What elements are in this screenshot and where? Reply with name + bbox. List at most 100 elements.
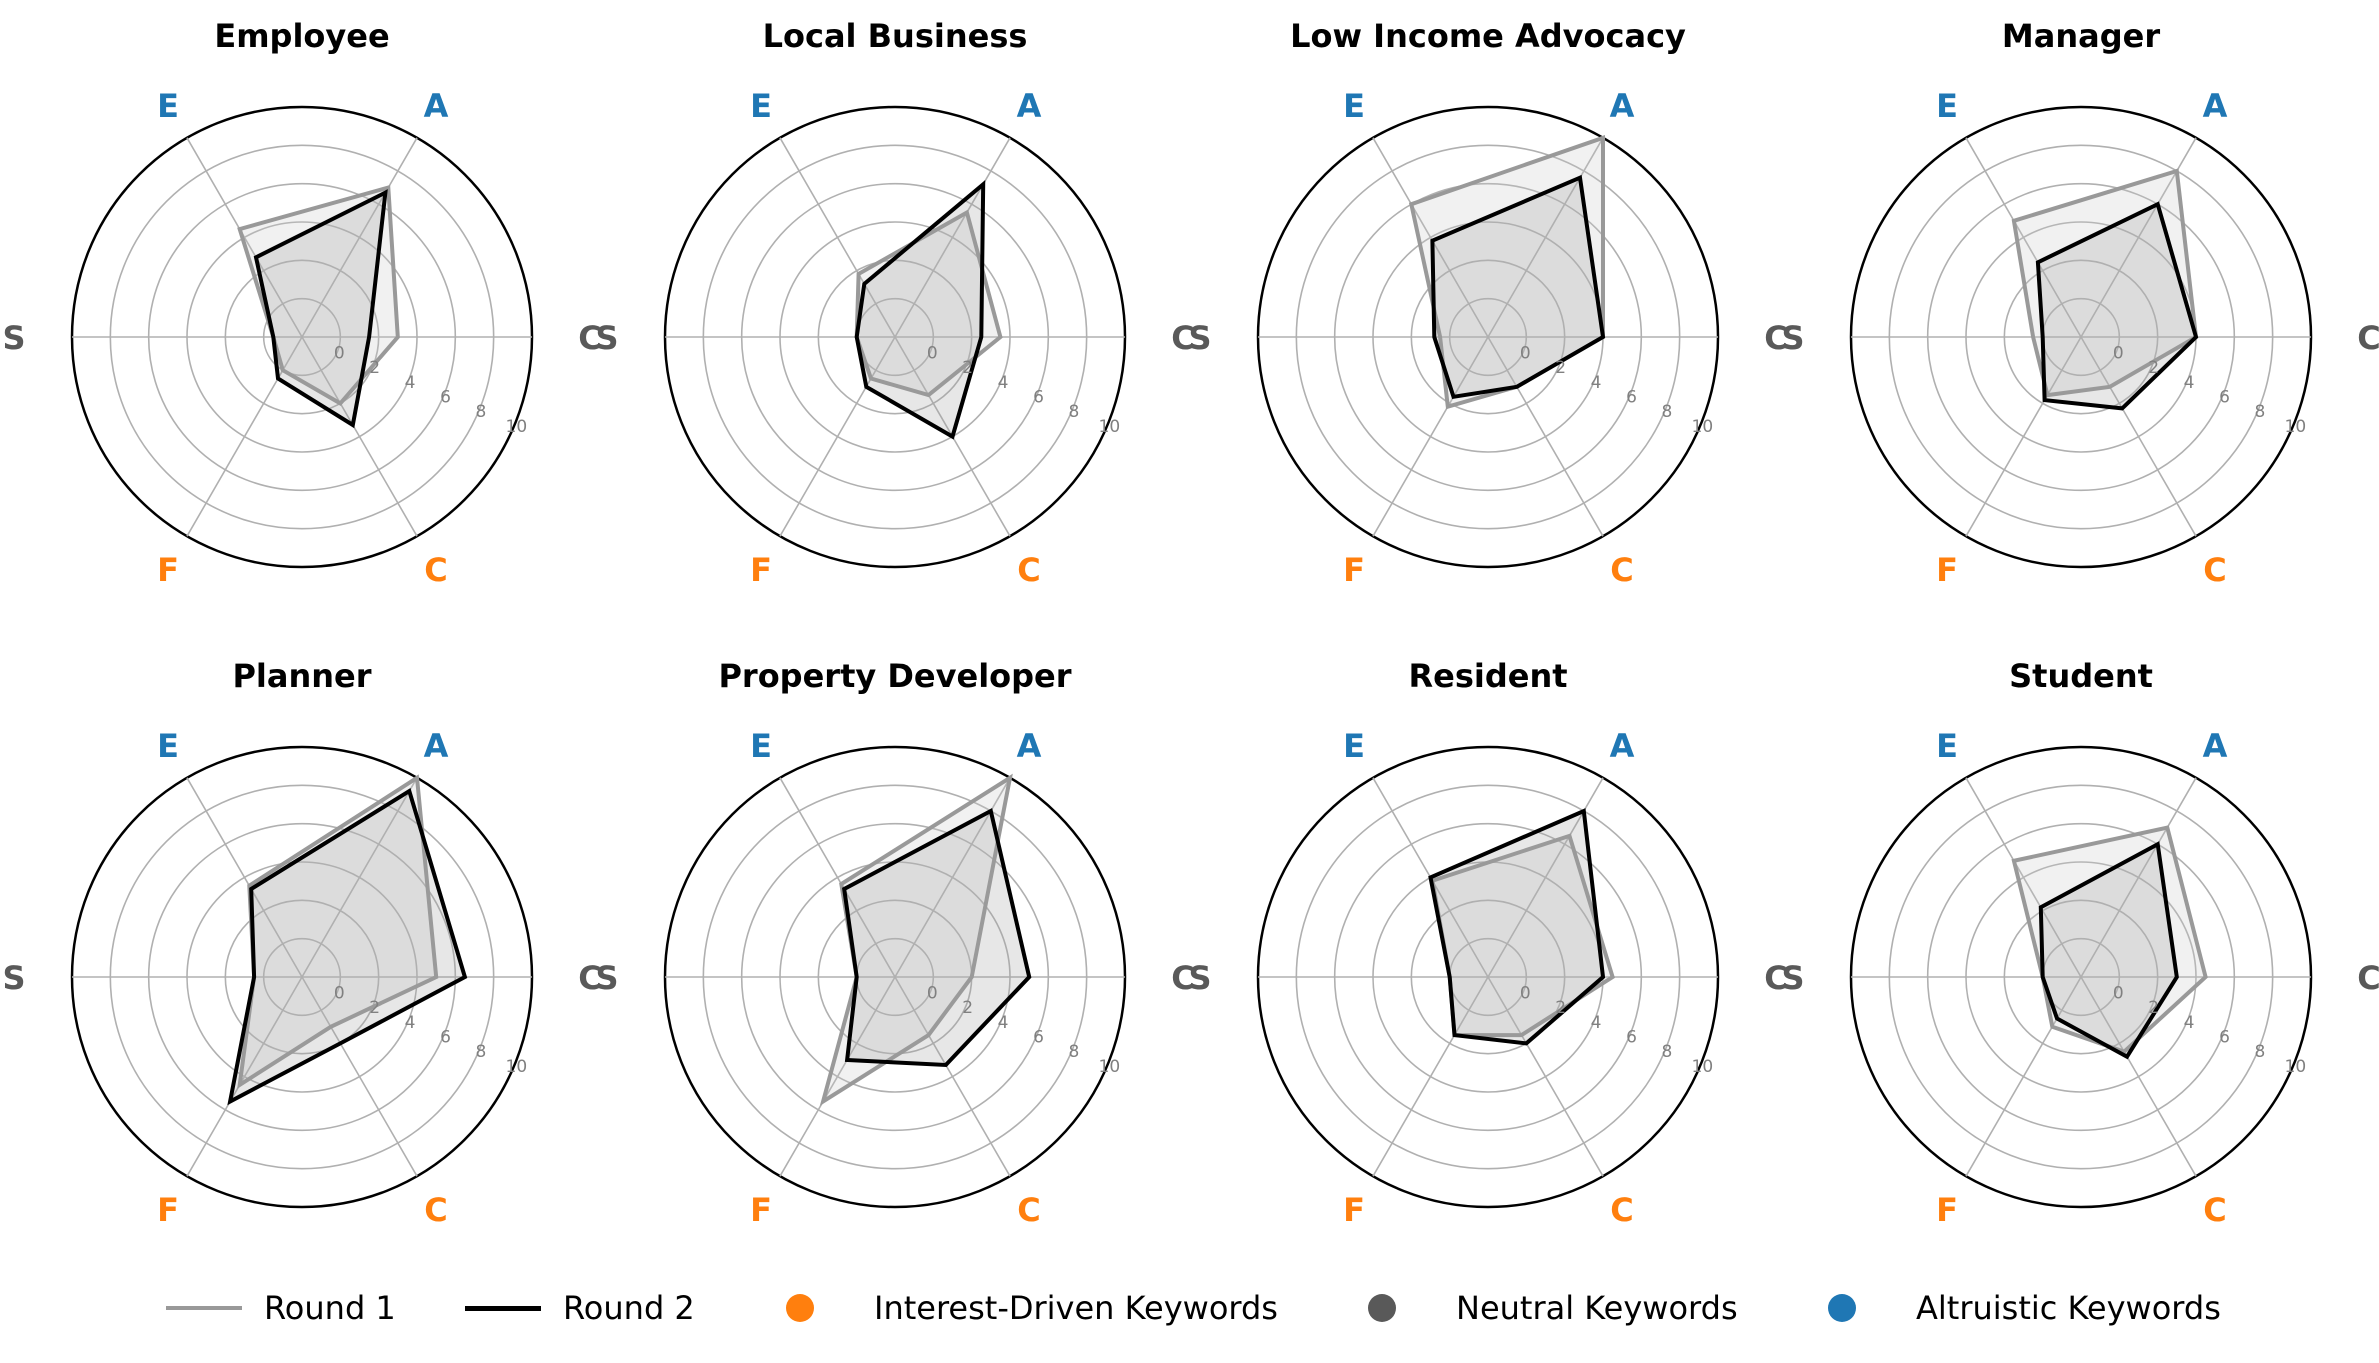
- radar-panel: 0 2 4 6 8 10 C A E S F C Employee: [2, 17, 601, 589]
- legend-altruistic-label: Altruistic Keywords: [1916, 1289, 2221, 1327]
- axis-label: E: [157, 87, 179, 125]
- radial-tick-label: 8: [476, 402, 487, 422]
- radial-tick-label: 2: [369, 358, 380, 378]
- axis-label: F: [157, 551, 179, 589]
- legend-item-neutral: Neutral Keywords: [1342, 1278, 1738, 1338]
- radial-tick-label: 8: [2255, 1042, 2266, 1062]
- axis-label: C: [1610, 1191, 1633, 1229]
- series-round2-polygon: [842, 808, 1032, 1068]
- series-round2-polygon: [227, 788, 468, 1106]
- panel-title: Student: [2009, 657, 2153, 695]
- radar-spoke: [186, 777, 303, 978]
- radar-spoke: [2080, 777, 2197, 978]
- axis-label: A: [2203, 727, 2228, 765]
- radial-tick-label: 4: [998, 1013, 1009, 1033]
- series-round2-polygon: [2038, 841, 2179, 1060]
- radial-tick-label: 4: [1591, 1013, 1602, 1033]
- axis-label: C: [2203, 551, 2226, 589]
- radar-spoke: [301, 137, 418, 338]
- axis-label: A: [1610, 87, 1635, 125]
- radar-spoke: [186, 137, 303, 338]
- radial-tick-label: 2: [1555, 358, 1566, 378]
- radial-tick-label: 2: [962, 998, 973, 1018]
- axis-label: E: [1936, 727, 1958, 765]
- series-round1-polygon: [2011, 168, 2199, 398]
- radial-tick-label: 4: [1591, 373, 1602, 393]
- radial-tick-label: 6: [1626, 1027, 1637, 1047]
- radial-tick-label: 10: [506, 417, 528, 437]
- panel-title: Planner: [232, 657, 371, 695]
- axis-label: F: [1343, 1191, 1365, 1229]
- radial-tick-label: 10: [506, 1057, 528, 1077]
- radial-tick-label: 4: [405, 373, 416, 393]
- axis-label: E: [157, 727, 179, 765]
- axis-label: C: [424, 551, 447, 589]
- series-round2-polygon: [1428, 808, 1606, 1046]
- radar-spoke: [1965, 976, 2082, 1177]
- panel-title: Low Income Advocacy: [1290, 17, 1686, 55]
- axis-label: C: [1017, 1191, 1040, 1229]
- series-round2-polygon: [253, 189, 388, 429]
- radial-tick-label: 6: [1033, 1027, 1044, 1047]
- axis-label: F: [750, 1191, 772, 1229]
- axis-label: S: [2, 319, 25, 357]
- axis-label: E: [750, 727, 772, 765]
- legend-round1-label: Round 1: [264, 1289, 396, 1327]
- axis-label: C: [578, 959, 601, 997]
- radar-panel: 0 2 4 6 8 10 C A E S F C Student: [1781, 657, 2379, 1229]
- radar-panel: 0 2 4 6 8 10 C A E S F C Planner: [2, 657, 601, 1229]
- radial-tick-label: 0: [334, 983, 345, 1003]
- axis-label: F: [1343, 551, 1365, 589]
- radar-spoke: [779, 777, 896, 978]
- axis-label: C: [1764, 319, 1787, 357]
- panel-title: Employee: [214, 17, 389, 55]
- radar-spoke: [1965, 336, 2082, 537]
- series-round2-polygon: [854, 179, 986, 440]
- axis-label: F: [750, 551, 772, 589]
- radar-spoke: [1487, 976, 1604, 1177]
- radar-spoke: [1487, 137, 1604, 338]
- radial-tick-label: 0: [1520, 983, 1531, 1003]
- axis-label: A: [424, 727, 449, 765]
- radar-spoke: [1372, 976, 1489, 1177]
- radial-tick-label: 6: [2219, 387, 2230, 407]
- radial-tick-label: 10: [1099, 1057, 1121, 1077]
- axis-label: S: [1781, 319, 1804, 357]
- axis-label: E: [1936, 87, 1958, 125]
- axis-label: S: [2, 959, 25, 997]
- axis-label: S: [1781, 959, 1804, 997]
- axis-label: C: [1171, 959, 1194, 997]
- radar-panel: 0 2 4 6 8 10 C A E S F C Property Developer: [595, 657, 1194, 1229]
- radar-spoke: [1965, 137, 2082, 338]
- radial-tick-label: 0: [2113, 343, 2124, 363]
- radar-spoke: [779, 976, 896, 1177]
- radial-tick-label: 8: [1069, 402, 1080, 422]
- radial-tick-label: 6: [2219, 1027, 2230, 1047]
- radial-tick-label: 0: [927, 983, 938, 1003]
- radial-tick-label: 10: [1692, 1057, 1714, 1077]
- radial-tick-label: 0: [1520, 343, 1531, 363]
- panel-title: Manager: [2002, 17, 2160, 55]
- radial-tick-label: 10: [2285, 1057, 2307, 1077]
- legend-altruistic-dot-icon: [1828, 1294, 1856, 1322]
- legend-neutral-label: Neutral Keywords: [1456, 1289, 1738, 1327]
- radar-spoke: [2080, 336, 2197, 537]
- radial-tick-label: 2: [2148, 998, 2159, 1018]
- legend-round1-line-icon: [166, 1306, 242, 1310]
- radar-spoke: [186, 976, 303, 1177]
- radial-tick-label: 6: [440, 387, 451, 407]
- legend-item-interest: Interest-Driven Keywords: [760, 1278, 1278, 1338]
- radial-tick-label: 8: [1662, 1042, 1673, 1062]
- radar-spoke: [894, 976, 1011, 1177]
- axis-label: S: [595, 959, 618, 997]
- radar-spoke: [1487, 336, 1604, 537]
- radar-spoke: [779, 336, 896, 537]
- axis-label: A: [1017, 727, 1042, 765]
- radar-spoke: [301, 777, 418, 978]
- panel-title: Local Business: [763, 17, 1028, 55]
- radial-tick-label: 4: [998, 373, 1009, 393]
- axis-label: C: [424, 1191, 447, 1229]
- radar-spoke: [1965, 777, 2082, 978]
- radar-spoke: [301, 336, 418, 537]
- axis-label: C: [2357, 959, 2379, 997]
